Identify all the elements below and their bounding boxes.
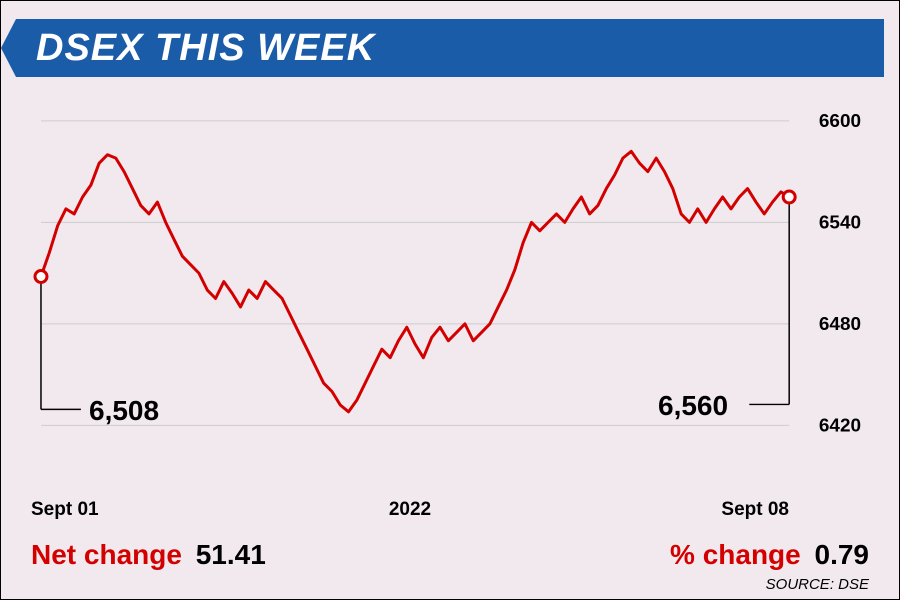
x-label-mid: 2022 — [389, 499, 431, 521]
svg-text:6540: 6540 — [819, 212, 861, 233]
chart-area: 6420 6480 6540 6600 — [31, 101, 869, 489]
pct-change-value: 0.79 — [815, 539, 870, 570]
start-value-callout: 6,508 — [89, 395, 159, 427]
x-axis-labels: Sept 01 2022 Sept 08 — [31, 499, 789, 521]
chart-title: DSEX THIS WEEK — [36, 27, 375, 70]
net-change-stat: Net change 51.41 — [31, 539, 266, 571]
net-change-label: Net change — [31, 539, 182, 570]
pct-change-label: % change — [670, 539, 801, 570]
svg-text:6600: 6600 — [819, 111, 861, 132]
line-chart: 6420 6480 6540 6600 — [31, 101, 869, 489]
pct-change-stat: % change 0.79 — [670, 539, 869, 571]
svg-text:6420: 6420 — [819, 415, 861, 436]
x-label-end: Sept 08 — [721, 499, 789, 521]
source-value: DSE — [838, 576, 869, 593]
chart-card: DSEX THIS WEEK 6420 6480 6540 6600 6,508 6,… — [0, 0, 900, 600]
footer-stats: Net change 51.41 % change 0.79 — [31, 539, 869, 571]
source-attribution: SOURCE: DSE — [766, 576, 869, 593]
title-band: DSEX THIS WEEK — [16, 19, 884, 77]
x-label-start: Sept 01 — [31, 499, 99, 521]
svg-text:6480: 6480 — [819, 314, 861, 335]
net-change-value: 51.41 — [196, 539, 266, 570]
source-label: SOURCE: — [766, 576, 834, 593]
end-value-callout: 6,560 — [658, 390, 728, 422]
